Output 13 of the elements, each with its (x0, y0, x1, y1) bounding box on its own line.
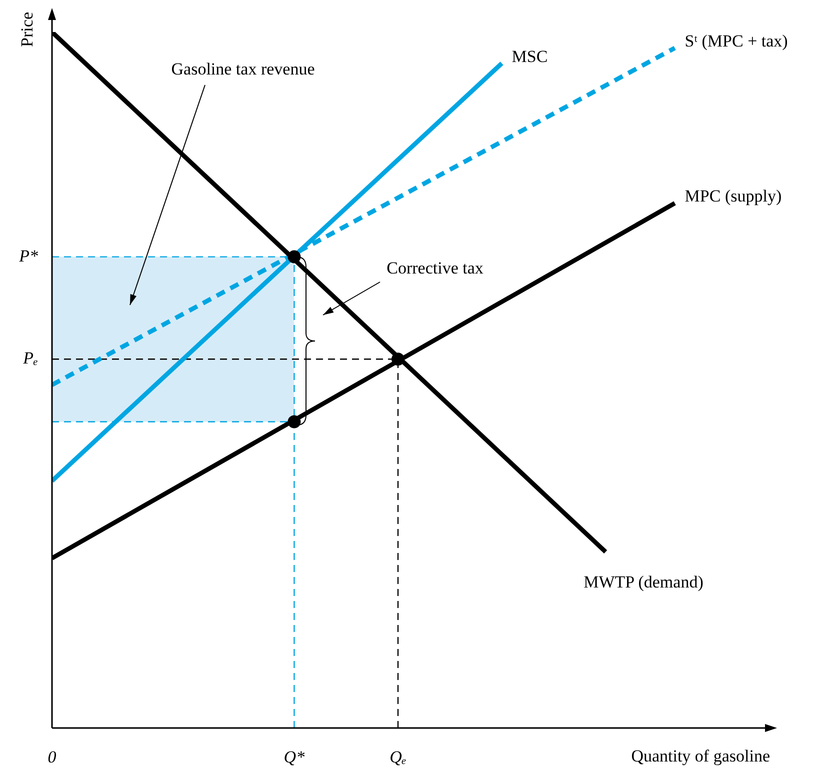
x-tick-label: Qₑ (390, 748, 406, 767)
annotation: Corrective tax (386, 258, 484, 278)
y-axis-title: Price (17, 12, 36, 47)
series-label: Pₑ (22, 348, 38, 368)
series-label: Sᵗ (MPC + tax) (684, 31, 788, 50)
x-tick-label: Q* (284, 748, 306, 767)
series-label: P* (18, 246, 38, 266)
x-axis-title: Quantity of gasoline (631, 746, 770, 766)
series-label: MSC (512, 46, 548, 66)
series-label: MPC (supply) (684, 186, 782, 206)
annotation: Gasoline tax revenue (171, 59, 315, 78)
x-tick-label: 0 (48, 748, 57, 767)
series-label: MWTP (demand) (584, 572, 704, 592)
